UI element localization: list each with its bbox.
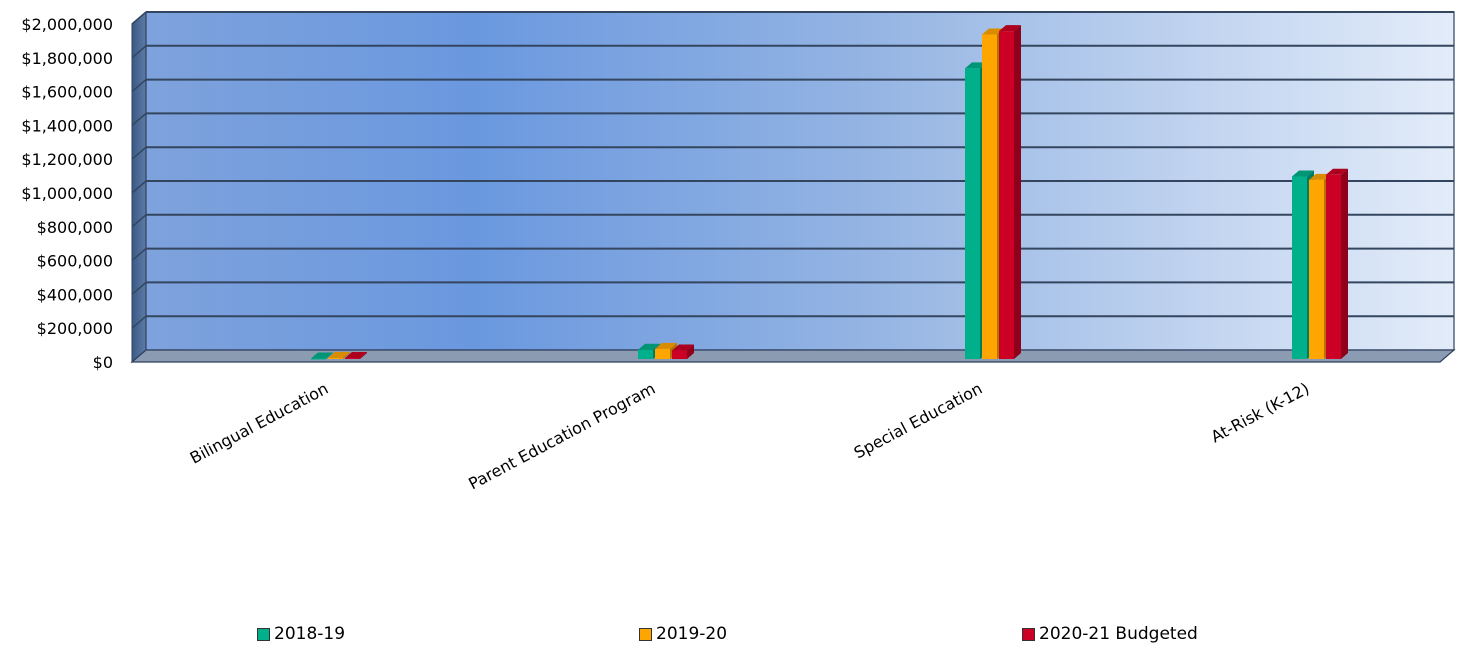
- bar-top: [965, 62, 987, 69]
- gridline-side: [131, 112, 147, 126]
- bar-front: [655, 348, 670, 359]
- x-tick-label: Special Education: [851, 379, 986, 463]
- bar-side: [326, 352, 333, 359]
- bar-front: [965, 68, 980, 359]
- bar-front: [982, 34, 997, 360]
- bar-front: [345, 357, 360, 359]
- gridline-side: [131, 11, 147, 25]
- bar-side: [343, 351, 350, 359]
- bar-top: [1292, 170, 1314, 177]
- gridline-side: [131, 45, 147, 59]
- bar-front: [328, 357, 343, 359]
- gridline-side: [131, 281, 147, 295]
- bar-top: [655, 342, 677, 349]
- bar-top: [999, 25, 1021, 32]
- bar-top: [638, 343, 660, 350]
- bar: [1326, 168, 1348, 359]
- bar-front: [672, 350, 687, 359]
- bar-front: [1309, 179, 1324, 359]
- floor: [130, 349, 1456, 363]
- y-tick-label: $1,800,000: [21, 49, 113, 68]
- y-tick-label: $400,000: [37, 285, 113, 304]
- bar-top: [982, 28, 1004, 35]
- bar: [345, 351, 367, 359]
- x-tick-label: Bilingual Education: [187, 379, 332, 468]
- bar-front: [999, 31, 1014, 359]
- y-tick-label: $1,600,000: [21, 83, 113, 102]
- bar-front: [311, 358, 326, 360]
- legend-item: 2018-19: [257, 624, 345, 644]
- y-tick-label: $1,200,000: [21, 150, 113, 169]
- gridline-side: [131, 180, 147, 194]
- bar: [311, 352, 333, 360]
- y-tick-label: $800,000: [37, 218, 113, 237]
- x-axis: Bilingual Education Parent Education Prog…: [187, 379, 1313, 494]
- bar-top: [1326, 168, 1348, 175]
- x-tick-label: At-Risk (K-12): [1208, 379, 1313, 447]
- bar-top: [345, 351, 367, 358]
- bar-front: [1326, 174, 1341, 359]
- legend-item: 2020-21 Budgeted: [1022, 624, 1198, 644]
- legend: 2018-19 2019-20 2020-21 Budgeted: [0, 624, 1462, 648]
- x-tick-label: Parent Education Program: [465, 379, 658, 494]
- gridline-side: [131, 214, 147, 228]
- legend-label: 2019-20: [656, 624, 728, 644]
- bar-front: [1292, 176, 1307, 359]
- bar-side: [360, 351, 367, 359]
- bar-top: [328, 351, 350, 358]
- gridline-side: [131, 146, 147, 160]
- y-tick-label: $1,000,000: [21, 184, 113, 203]
- legend-swatch: [257, 627, 270, 641]
- gridline-side: [131, 248, 147, 262]
- y-tick-label: $0: [93, 353, 113, 372]
- bar-top: [311, 352, 333, 359]
- bar: [999, 25, 1021, 359]
- bar: [328, 351, 350, 359]
- bar-top: [672, 344, 694, 351]
- bar: [672, 344, 694, 359]
- plot-area: [130, 10, 1456, 364]
- bars: [311, 25, 1348, 360]
- y-axis: $0 $200,000 $400,000 $600,000 $800,000 $1,000…: [21, 15, 113, 372]
- y-tick-label: $600,000: [37, 252, 113, 271]
- gridline-side: [131, 315, 147, 329]
- legend-item: 2019-20: [639, 624, 727, 644]
- legend-swatch: [1022, 627, 1035, 641]
- bar-top: [1309, 173, 1331, 180]
- legend-swatch: [639, 627, 652, 641]
- bar-side: [1014, 25, 1021, 359]
- y-tick-label: $1,400,000: [21, 116, 113, 135]
- bar-side: [687, 344, 694, 359]
- legend-label: 2020-21 Budgeted: [1039, 624, 1198, 644]
- y-tick-label: $200,000: [37, 319, 113, 338]
- bar-front: [638, 349, 653, 359]
- gridline-side: [131, 79, 147, 93]
- bar-side: [1341, 168, 1348, 359]
- legend-label: 2018-19: [274, 624, 346, 644]
- y-tick-label: $2,000,000: [21, 15, 113, 34]
